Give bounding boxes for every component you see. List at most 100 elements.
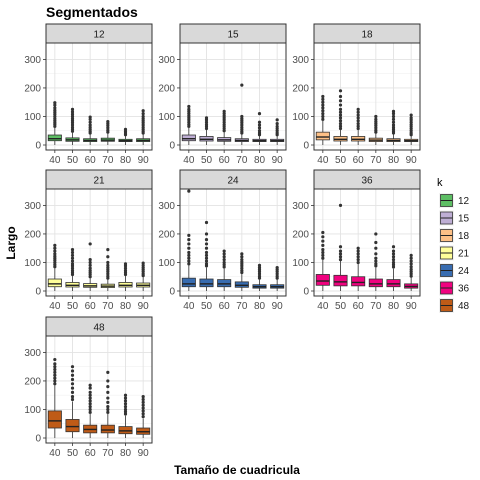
outlier-point xyxy=(222,265,226,269)
box-70 xyxy=(100,248,115,291)
outlier-point xyxy=(53,379,57,383)
outlier-point xyxy=(70,250,75,255)
outlier-point xyxy=(374,259,378,263)
x-tick-label: 70 xyxy=(370,301,382,312)
outlier-point xyxy=(70,377,75,382)
outlier-point xyxy=(70,386,75,390)
facet-panels: 12 0 100 200 300 40 50 60 70 80 90 15 0 100 200 300 40 50… xyxy=(24,23,421,459)
outlier-point xyxy=(106,248,110,252)
outlier-point xyxy=(356,258,360,262)
outlier-point xyxy=(240,114,244,119)
box-60 xyxy=(351,246,366,291)
x-tick-label: 70 xyxy=(102,155,114,166)
outlier-point xyxy=(106,266,110,270)
box-60 xyxy=(83,115,98,145)
box-40 xyxy=(47,357,62,438)
facet-panel-15: 15 0 100 200 300 40 50 60 70 80 90 xyxy=(158,23,287,166)
legend-label: 15 xyxy=(458,214,470,225)
outlier-point xyxy=(275,124,279,129)
outlier-point xyxy=(240,268,244,273)
y-tick-label: 300 xyxy=(158,201,175,212)
outlier-point xyxy=(88,407,92,412)
outlier-point xyxy=(338,107,343,111)
box-80 xyxy=(386,109,401,145)
box-iqr xyxy=(47,134,62,142)
y-axis-title: Largo xyxy=(4,226,18,259)
panel-background xyxy=(180,189,286,296)
outlier-point xyxy=(88,390,92,394)
panel-background xyxy=(180,43,286,150)
outlier-point xyxy=(240,255,244,259)
x-tick-label: 50 xyxy=(67,448,79,459)
outlier-point xyxy=(222,129,226,133)
outlier-point xyxy=(240,258,244,262)
x-tick-label: 60 xyxy=(353,301,365,312)
y-tick-label: 200 xyxy=(24,229,41,240)
x-tick-label: 40 xyxy=(49,301,61,312)
outlier-point xyxy=(391,249,396,253)
outlier-point xyxy=(321,117,325,121)
outlier-point xyxy=(338,258,343,262)
facet-panel-21: 21 0 100 200 300 40 50 60 70 80 90 xyxy=(24,169,153,312)
panel-background xyxy=(314,43,420,150)
box-40 xyxy=(315,230,330,291)
outlier-point xyxy=(123,402,128,406)
outlier-point xyxy=(53,357,57,362)
x-tick-label: 80 xyxy=(254,301,266,312)
x-tick-label: 50 xyxy=(335,155,347,166)
outlier-point xyxy=(187,104,191,109)
box-90 xyxy=(404,113,419,145)
box-iqr xyxy=(234,281,249,288)
outlier-point xyxy=(70,107,75,111)
legend-label: 21 xyxy=(458,249,470,260)
x-tick-label: 60 xyxy=(219,155,231,166)
y-tick-label: 0 xyxy=(303,141,309,152)
legend-label: 36 xyxy=(458,284,470,295)
outlier-point xyxy=(106,390,110,394)
facet-panel-12: 12 0 100 200 300 40 50 60 70 80 90 xyxy=(24,23,153,166)
outlier-point xyxy=(222,263,226,267)
outlier-point xyxy=(338,126,343,131)
box-80 xyxy=(386,245,401,291)
box-iqr xyxy=(47,278,62,288)
box-iqr xyxy=(333,274,348,287)
x-tick-label: 80 xyxy=(388,155,400,166)
outlier-point xyxy=(240,252,244,256)
outlier-point xyxy=(240,123,244,127)
outlier-point xyxy=(240,83,244,87)
outlier-point xyxy=(141,397,145,402)
outlier-point xyxy=(275,266,279,270)
y-tick-label: 100 xyxy=(24,258,41,269)
outlier-point xyxy=(391,265,396,269)
outlier-point xyxy=(321,253,325,257)
x-tick-label: 80 xyxy=(120,155,132,166)
outlier-point xyxy=(106,379,110,383)
x-tick-label: 90 xyxy=(138,155,150,166)
facet-strip-label: 18 xyxy=(361,30,373,41)
outlier-point xyxy=(53,260,57,265)
panel-border xyxy=(45,188,153,297)
outlier-point xyxy=(106,128,110,132)
outlier-point xyxy=(321,114,325,119)
outlier-point xyxy=(257,112,262,116)
outlier-point xyxy=(187,238,191,242)
box-iqr xyxy=(199,278,214,288)
outlier-point xyxy=(275,122,279,126)
outlier-point xyxy=(204,253,209,257)
outlier-point xyxy=(356,126,360,131)
x-tick-label: 70 xyxy=(236,301,248,312)
outlier-point xyxy=(409,259,413,263)
y-tick-label: 300 xyxy=(292,55,309,66)
x-tick-label: 70 xyxy=(102,448,114,459)
outlier-point xyxy=(391,258,396,262)
box-80 xyxy=(252,112,267,145)
panel-border xyxy=(313,188,421,297)
facet-panel-24: 24 0 100 200 300 40 50 60 70 80 90 xyxy=(158,169,287,312)
outlier-point xyxy=(374,117,378,121)
x-tick-label: 60 xyxy=(85,155,97,166)
outlier-point xyxy=(106,272,110,276)
box-90 xyxy=(404,253,419,291)
outlier-point xyxy=(53,263,57,267)
x-tick-label: 70 xyxy=(102,301,114,312)
outlier-point xyxy=(338,119,343,123)
